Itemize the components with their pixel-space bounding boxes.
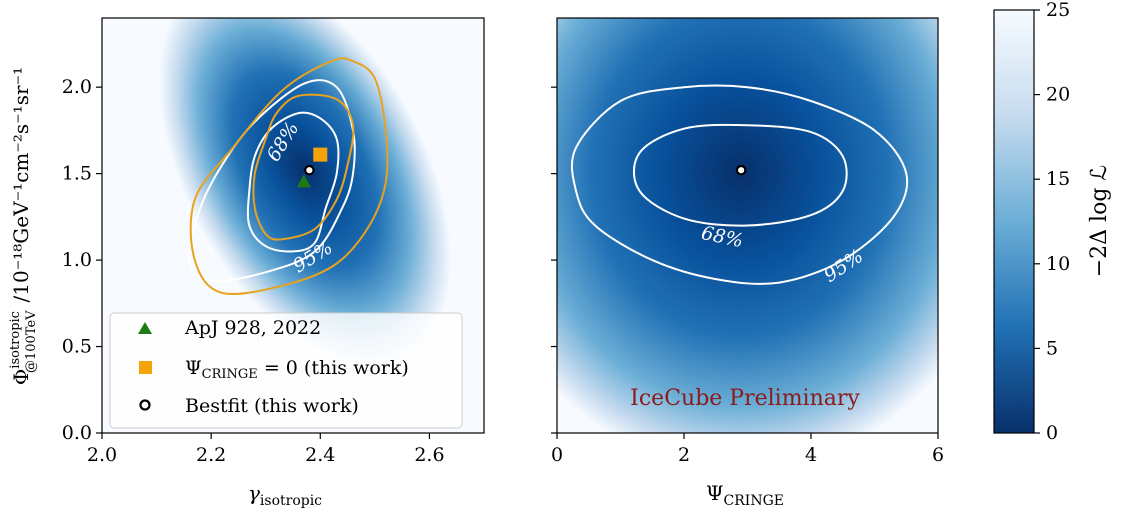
right-x-tick-label: 6	[932, 444, 944, 466]
legend-box	[109, 312, 463, 429]
colorbar-tick-label: 20	[1046, 84, 1070, 106]
legend: ApJ 928, 2022 ΨCRINGE = 0 (this work) Be…	[109, 312, 463, 429]
left-contour-orange-95	[189, 57, 389, 296]
colorbar: 0 5 10 15 20 25 −2Δ log ℒ	[993, 0, 1112, 444]
left-y-tick-label: 0.5	[62, 336, 92, 358]
right-point-bestfit-circle	[735, 164, 747, 176]
right-points	[735, 164, 747, 176]
right-x-tick-label: 4	[805, 444, 817, 466]
right-x-axis-label-main: Ψ	[706, 481, 724, 505]
left-y-axis-label: Φisotropic@100TeV/10⁻¹⁸GeV⁻¹cm⁻²s⁻¹sr⁻¹	[8, 67, 39, 385]
icecube-preliminary-label: IceCube Preliminary	[630, 386, 860, 411]
right-contour-white-95	[570, 84, 909, 285]
left-x-tick-label: 2.0	[87, 444, 117, 466]
legend-label-bestfit: Bestfit (this work)	[185, 395, 359, 417]
left-x-ticks: 2.0 2.2 2.4 2.6	[87, 433, 445, 466]
right-axes-frame	[556, 17, 939, 434]
left-x-tick-label: 2.4	[305, 444, 335, 466]
right-x-axis-label: ΨCRINGE	[706, 481, 784, 509]
legend-label-cringe-rest: = 0 (this work)	[258, 357, 409, 379]
legend-circle-icon	[139, 399, 151, 411]
colorbar-ticks: 0 5 10 15 20 25	[1034, 0, 1070, 444]
right-contour-white-68	[632, 123, 848, 227]
legend-square-icon	[139, 361, 152, 374]
colorbar-label: −2Δ log ℒ	[1087, 165, 1112, 278]
left-y-axis-label-units: /10⁻¹⁸GeV⁻¹cm⁻²s⁻¹sr⁻¹	[9, 67, 33, 303]
right-y-ticks	[551, 86, 557, 434]
left-contour-white-95	[188, 79, 356, 283]
left-point-cringe-zero-square	[313, 147, 328, 162]
colorbar-gradient	[993, 9, 1035, 434]
left-point-apj-triangle	[296, 174, 311, 188]
left-point-bestfit-circle	[304, 164, 315, 176]
left-contours	[188, 57, 389, 296]
left-panel: 68% 95% ApJ 928, 2022 ΨCRINGE = 0 (this …	[8, 17, 485, 509]
left-contour-white-68	[246, 111, 340, 253]
left-x-tick-label: 2.6	[414, 444, 444, 466]
colorbar-tick-label: 15	[1046, 168, 1070, 190]
left-y-tick-label: 0.0	[62, 422, 92, 444]
right-x-tick-label: 2	[678, 444, 690, 466]
left-y-tick-label: 2.0	[62, 76, 92, 98]
colorbar-tick-label: 10	[1046, 253, 1070, 275]
left-contour-orange-68	[252, 93, 355, 241]
right-x-ticks: 0 2 4 6	[551, 433, 944, 466]
left-y-axis-label-sup: isotropic	[8, 311, 23, 369]
left-x-axis-label: γisotropic	[248, 481, 322, 509]
legend-label-cringe-psi: Ψ	[185, 357, 202, 379]
colorbar-tick-label: 25	[1046, 0, 1070, 21]
left-x-tick-label: 2.2	[196, 444, 226, 466]
left-axes-frame	[101, 17, 485, 434]
left-x-axis-label-sub: isotropic	[260, 493, 322, 509]
legend-triangle-icon	[138, 322, 152, 334]
left-y-tick-label: 1.5	[62, 163, 92, 185]
left-y-tick-label: 1.0	[62, 249, 92, 271]
right-x-tick-label: 0	[551, 444, 563, 466]
colorbar-tick-label: 0	[1046, 422, 1058, 444]
left-points	[296, 147, 328, 188]
legend-label-apj: ApJ 928, 2022	[184, 317, 321, 339]
legend-label-cringe-sub: CRINGE	[202, 367, 258, 382]
left-x-axis-label-main: γ	[248, 481, 260, 505]
left-y-ticks: 0.0 0.5 1.0 1.5 2.0	[62, 76, 102, 444]
right-x-axis-label-sub: CRINGE	[724, 493, 784, 509]
right-contours	[570, 84, 909, 285]
left-y-axis-label-sub: @100TeV	[24, 310, 39, 373]
colorbar-tick-label: 5	[1046, 337, 1058, 359]
left-y-axis-label-main: Φ	[9, 369, 33, 385]
legend-label-cringe-zero: ΨCRINGE = 0 (this work)	[185, 357, 409, 382]
